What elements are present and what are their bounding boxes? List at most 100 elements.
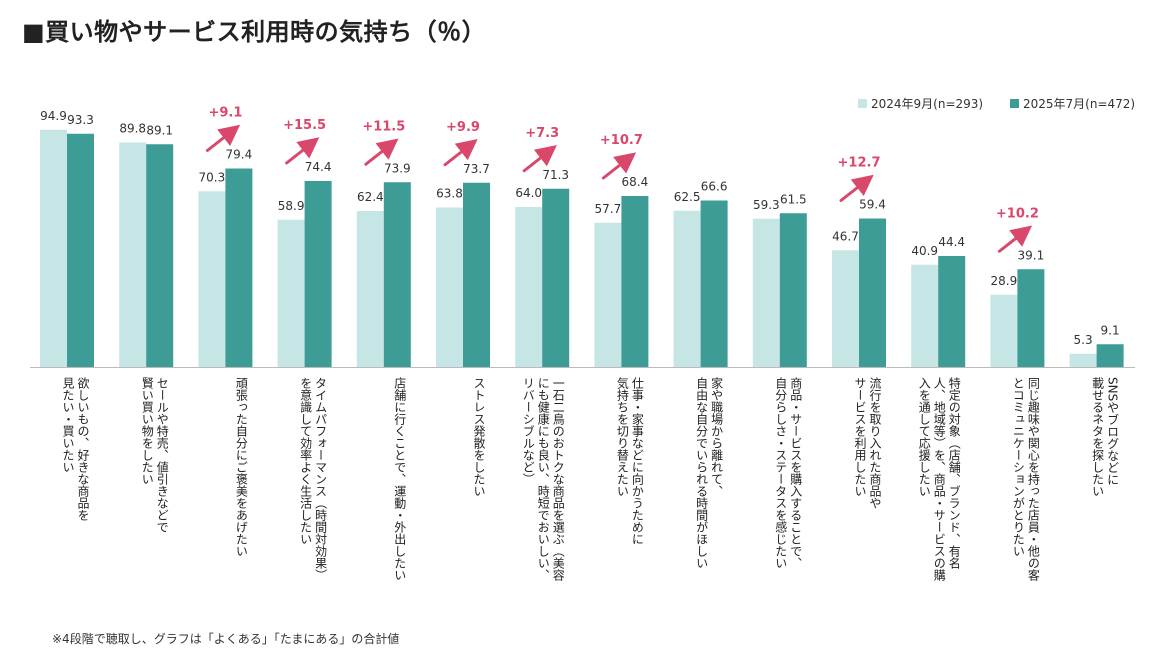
- value-label-2025-2: 79.4: [226, 148, 253, 162]
- legend-swatch-2024: [858, 99, 867, 108]
- category-label-10-line-1: サービスを利用したい: [853, 377, 867, 497]
- category-label-11-line-1: 人、地域等）を、商品・サービスの購: [932, 377, 946, 582]
- value-label-2025-13: 9.1: [1101, 323, 1120, 337]
- value-label-2024-0: 94.9: [40, 109, 67, 123]
- value-label-2024-3: 58.9: [278, 199, 305, 213]
- category-label-1-line-1: 賢い買い物をしたい: [140, 377, 154, 485]
- category-label-13-line-0: SNSやブログなどに: [1106, 377, 1120, 485]
- bar-2024-13: [1069, 353, 1097, 367]
- value-label-2025-6: 71.3: [542, 168, 569, 182]
- bar-2025-3: [304, 181, 332, 367]
- value-label-2025-7: 68.4: [622, 175, 649, 189]
- value-label-2024-12: 28.9: [991, 274, 1018, 288]
- bar-2025-11: [938, 256, 966, 367]
- category-label-6-line-1: にも健康にも良い、時短でおいしい、: [536, 377, 550, 581]
- value-label-2024-11: 40.9: [911, 244, 938, 258]
- bar-2025-10: [859, 218, 886, 367]
- value-labels-group: 94.9 93.3 89.8 89.1 70.379.4 58.9 74.4 62.4 73.9…: [40, 109, 1120, 347]
- bars-group: [40, 129, 1124, 367]
- value-label-2024-6: 64.0: [515, 186, 542, 200]
- diff-arrow-12: [997, 225, 1033, 253]
- value-label-2024-13: 5.3: [1074, 333, 1093, 347]
- value-label-2025-0: 93.3: [67, 113, 94, 127]
- diff-arrow-5: [443, 139, 478, 167]
- category-label-12-line-0: 同じ趣味や関心を持った店員・他の客: [1026, 377, 1040, 582]
- value-label-2025-12: 39.1: [1018, 248, 1045, 262]
- category-label-4-line-0: 店舗に行くことで、運動・外出したい: [393, 377, 407, 581]
- diff-arrow-7: [601, 152, 637, 180]
- value-label-2025-8: 66.6: [701, 180, 728, 194]
- bar-2025-9: [779, 213, 807, 367]
- category-label-0-line-0: 欲しいもの、好きな商品を: [76, 377, 90, 521]
- category-label-3-line-0: タイムパフォーマンス（時間対効果）: [314, 377, 328, 581]
- bar-2024-5: [436, 207, 463, 367]
- category-label-2-line-0: 頑張った自分にご褒美をあげたい: [234, 377, 248, 557]
- page-title: ■買い物やサービス利用時の気持ち（％）: [22, 18, 487, 46]
- diff-label-4: +11.5: [362, 119, 405, 134]
- category-label-3-line-1: を意識して効率よく生活したい: [299, 377, 313, 545]
- diff-label-5: +9.9: [446, 120, 480, 135]
- bar-2024-2: [198, 191, 226, 367]
- legend-swatch-2025: [1010, 99, 1019, 108]
- value-label-2024-7: 57.7: [595, 202, 622, 216]
- diff-annotations-group: +9.1 +15.5 +11.5 +9.9 +7.3 +10.7 +12.7 +10.2: [205, 106, 1039, 253]
- value-label-2025-5: 73.7: [463, 162, 490, 176]
- value-label-2025-1: 89.1: [146, 123, 173, 137]
- diff-arrow-2: [205, 124, 241, 152]
- diff-arrow-6: [522, 145, 557, 173]
- bar-2024-12: [990, 294, 1018, 367]
- diff-arrow-3: [285, 137, 320, 165]
- diff-label-2: +9.1: [208, 106, 242, 121]
- value-label-2024-1: 89.8: [119, 122, 146, 136]
- category-label-0-line-1: 見たい・買いたい: [61, 377, 75, 473]
- bar-2025-7: [621, 196, 649, 367]
- value-label-2025-3: 74.4: [305, 160, 332, 174]
- bar-2024-8: [673, 210, 701, 367]
- category-label-8-line-1: 自由な自分でいられる時間がほしい: [695, 377, 709, 569]
- bar-2024-0: [40, 129, 67, 367]
- category-label-12-line-1: とコミュニケーションがとりたい: [1011, 377, 1025, 557]
- diff-arrow-4: [364, 138, 399, 166]
- bar-2025-6: [542, 188, 570, 367]
- category-label-11-line-2: 入を通して応援したい: [917, 377, 931, 497]
- category-label-1-line-0: セールや特売、値引きなどで: [155, 377, 169, 533]
- bar-2025-2: [225, 168, 253, 367]
- bar-2025-8: [700, 200, 728, 367]
- category-label-9-line-1: 自分らしさ・ステータスを感じたい: [774, 377, 788, 569]
- value-label-2024-9: 59.3: [753, 198, 780, 212]
- diff-label-3: +15.5: [283, 118, 326, 133]
- bar-2024-6: [515, 207, 543, 367]
- category-label-9-line-0: 商品・サービスを購入することで、: [789, 376, 803, 569]
- value-label-2025-4: 73.9: [384, 161, 411, 175]
- chart-legend: 2024年9月(n=293) 2025年7月(n=472): [858, 97, 1135, 111]
- bar-2024-1: [119, 142, 147, 367]
- value-label-2024-10: 46.7: [832, 229, 859, 243]
- category-label-13-line-1: 載せるネタを探したい: [1091, 377, 1105, 497]
- bar-2025-12: [1017, 269, 1045, 367]
- bar-2025-5: [463, 182, 490, 367]
- bar-2024-9: [752, 218, 780, 367]
- bar-2024-4: [356, 211, 384, 367]
- value-label-2024-4: 62.4: [357, 190, 384, 204]
- bar-2024-3: [277, 219, 305, 367]
- category-label-10-line-0: 流行を取り入れた商品や: [868, 377, 882, 509]
- bar-2025-0: [67, 133, 94, 367]
- bar-2025-13: [1096, 344, 1124, 367]
- value-label-2024-8: 62.5: [674, 190, 701, 204]
- category-label-5-line-0: ストレス発散をしたい: [472, 377, 486, 497]
- value-label-2025-10: 59.4: [859, 198, 886, 212]
- category-label-7-line-1: 気持ちを切り替えたい: [615, 376, 629, 497]
- category-label-6-line-0: 一石二鳥のおトクな商品を選ぶ（美容: [551, 377, 565, 582]
- category-label-8-line-0: 家や職場から離れて、: [710, 376, 724, 497]
- bar-2025-4: [383, 182, 411, 367]
- value-label-2025-11: 44.4: [938, 235, 965, 249]
- value-label-2025-9: 61.5: [780, 192, 807, 206]
- bar-2024-7: [594, 222, 622, 367]
- value-label-2024-5: 63.8: [436, 187, 463, 201]
- legend-label-2024: 2024年9月(n=293): [871, 97, 983, 111]
- diff-arrow-10: [839, 174, 874, 202]
- category-label-7-line-0: 仕事・家事などに向かうために: [630, 377, 644, 545]
- category-label-11-line-0: 特定の対象（店舗、ブランド、有名: [947, 376, 961, 569]
- diff-label-6: +7.3: [525, 126, 559, 141]
